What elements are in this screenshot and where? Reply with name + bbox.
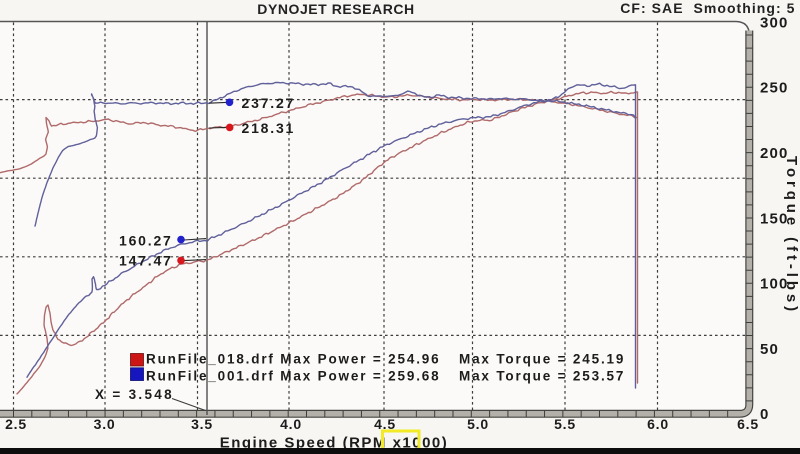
svg-text:5.5: 5.5: [554, 416, 576, 432]
svg-text:Max Torque = 245.19: Max Torque = 245.19: [459, 352, 625, 367]
svg-text:160.27: 160.27: [119, 232, 173, 248]
svg-text:5.0: 5.0: [467, 416, 489, 432]
svg-text:100: 100: [760, 276, 788, 293]
svg-text:3.0: 3.0: [94, 416, 116, 432]
svg-text:Max Torque = 253.57: Max Torque = 253.57: [459, 369, 625, 384]
svg-text:Torque (ft-lbs): Torque (ft-lbs): [783, 156, 800, 315]
svg-text:CF: SAE Smoothing: 5: CF: SAE Smoothing: 5: [620, 0, 795, 16]
svg-text:6.5: 6.5: [737, 416, 759, 432]
svg-text:218.31: 218.31: [242, 120, 296, 136]
svg-text:X = 3.548: X = 3.548: [95, 387, 174, 402]
svg-text:237.27: 237.27: [242, 95, 296, 111]
svg-text:RunFile_001.drf Max Power = 25: RunFile_001.drf Max Power = 259.68: [146, 369, 440, 384]
svg-text:50: 50: [760, 341, 779, 358]
svg-text:250: 250: [760, 80, 788, 97]
svg-text:6.0: 6.0: [647, 416, 669, 432]
svg-text:Engine Speed (RPM x1000): Engine Speed (RPM x1000): [220, 435, 449, 452]
svg-text:0: 0: [760, 406, 770, 423]
svg-text:3.5: 3.5: [191, 416, 213, 432]
svg-text:4.5: 4.5: [374, 416, 396, 432]
svg-text:150: 150: [760, 210, 788, 227]
svg-text:147.47: 147.47: [119, 253, 173, 269]
svg-text:200: 200: [760, 145, 788, 162]
svg-text:RunFile_018.drf Max Power = 25: RunFile_018.drf Max Power = 254.96: [146, 352, 440, 367]
svg-text:2.5: 2.5: [5, 416, 27, 432]
svg-text:DYNOJET RESEARCH: DYNOJET RESEARCH: [257, 1, 414, 17]
svg-text:4.0: 4.0: [280, 416, 302, 432]
svg-text:300: 300: [760, 14, 788, 31]
